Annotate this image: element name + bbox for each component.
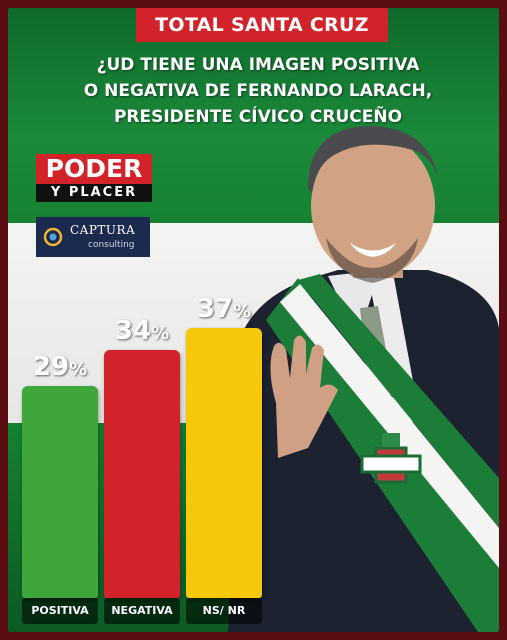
poder-y-placer-logo-bottom: Y PLACER: [36, 184, 152, 202]
bar-chart: 29% POSITIVA 34% NEGATIVA 37% NS/ NR: [8, 8, 499, 632]
category-label: NEGATIVA: [104, 598, 180, 624]
category-label: NS/ NR: [186, 598, 262, 624]
bar-2: [104, 350, 180, 598]
category-label: POSITIVA: [22, 598, 98, 624]
bar-1: [22, 386, 98, 598]
bar-value-label: 34%: [114, 316, 170, 346]
question-line-2: O NEGATIVA DE FERNANDO LARACH,: [83, 81, 433, 101]
portrait-icon: [228, 126, 499, 632]
bar-3: [186, 328, 262, 598]
captura-mark-icon: [43, 227, 63, 247]
sash-emblem-icon: [360, 433, 422, 484]
captura-consulting-logo: CAPTURA consulting: [36, 217, 150, 257]
poll-question: ¿UD TIENE UNA IMAGEN POSITIVA O NEGATIVA…: [68, 52, 448, 130]
captura-sub: consulting: [88, 240, 135, 250]
region-badge: TOTAL SANTA CRUZ: [136, 8, 388, 42]
graphic-frame: TOTAL SANTA CRUZ ¿UD TIENE UNA IMAGEN PO…: [8, 8, 499, 632]
bar-value-label: 37%: [196, 294, 252, 324]
poder-y-placer-logo-top: PODER: [36, 154, 152, 184]
question-line-1: ¿UD TIENE UNA IMAGEN POSITIVA: [96, 55, 420, 75]
bar-value-label: 29%: [32, 352, 88, 382]
captura-name: CAPTURA: [70, 223, 136, 237]
poder-y-placer-logo: PODER Y PLACER: [36, 154, 152, 204]
question-line-3: PRESIDENTE CÍVICO CRUCEÑO: [113, 107, 403, 127]
